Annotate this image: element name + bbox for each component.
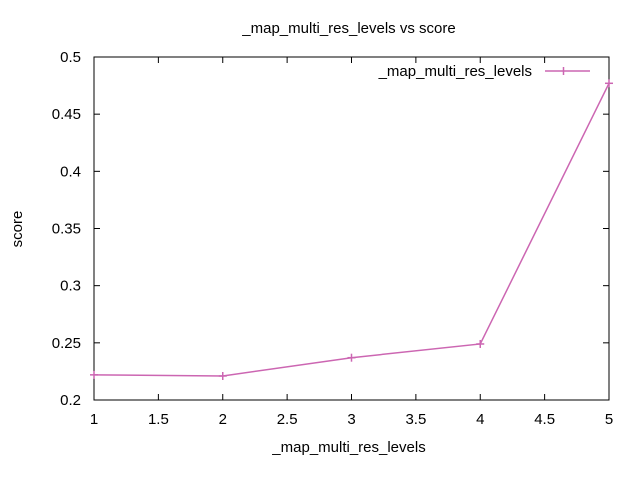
data-point bbox=[476, 339, 485, 348]
y-tick-label: 0.35 bbox=[52, 221, 81, 238]
y-tick-label: 0.4 bbox=[60, 163, 81, 180]
data-point bbox=[218, 371, 227, 380]
y-tick-label: 0.45 bbox=[52, 106, 81, 123]
y-tick-label: 0.3 bbox=[60, 278, 81, 295]
y-tick-label: 0.25 bbox=[52, 335, 81, 352]
y-axis-label: score bbox=[9, 211, 26, 248]
series-line bbox=[93, 82, 610, 377]
y-axis: 0.2 0.25 0.3 0.35 0.4 0.45 0.5 bbox=[52, 49, 609, 409]
x-axis: 1 1.5 2 2.5 3 3.5 4 4.5 5 bbox=[90, 57, 613, 428]
plot-border bbox=[93, 56, 610, 401]
x-axis-label: _map_multi_res_levels bbox=[271, 439, 425, 456]
x-tick-label: 4.5 bbox=[534, 411, 555, 428]
data-point bbox=[90, 370, 98, 379]
x-tick-label: 3 bbox=[347, 411, 355, 428]
y-tick-label: 0.5 bbox=[60, 49, 81, 66]
legend: _map_multi_res_levels bbox=[378, 63, 590, 80]
series-layer bbox=[90, 79, 613, 380]
x-tick-label: 1.5 bbox=[148, 411, 169, 428]
x-tick-label: 4 bbox=[476, 411, 484, 428]
x-tick-label: 2 bbox=[219, 411, 227, 428]
x-tick-label: 3.5 bbox=[405, 411, 426, 428]
data-point bbox=[605, 79, 613, 88]
x-tick-label: 1 bbox=[90, 411, 98, 428]
plot-frame bbox=[93, 56, 610, 401]
y-tick-label: 0.2 bbox=[60, 392, 81, 409]
x-tick-label: 5 bbox=[605, 411, 613, 428]
x-tick-label: 2.5 bbox=[277, 411, 298, 428]
data-point bbox=[347, 353, 356, 362]
legend-label: _map_multi_res_levels bbox=[378, 63, 532, 80]
chart-title: _map_multi_res_levels vs score bbox=[241, 20, 455, 37]
